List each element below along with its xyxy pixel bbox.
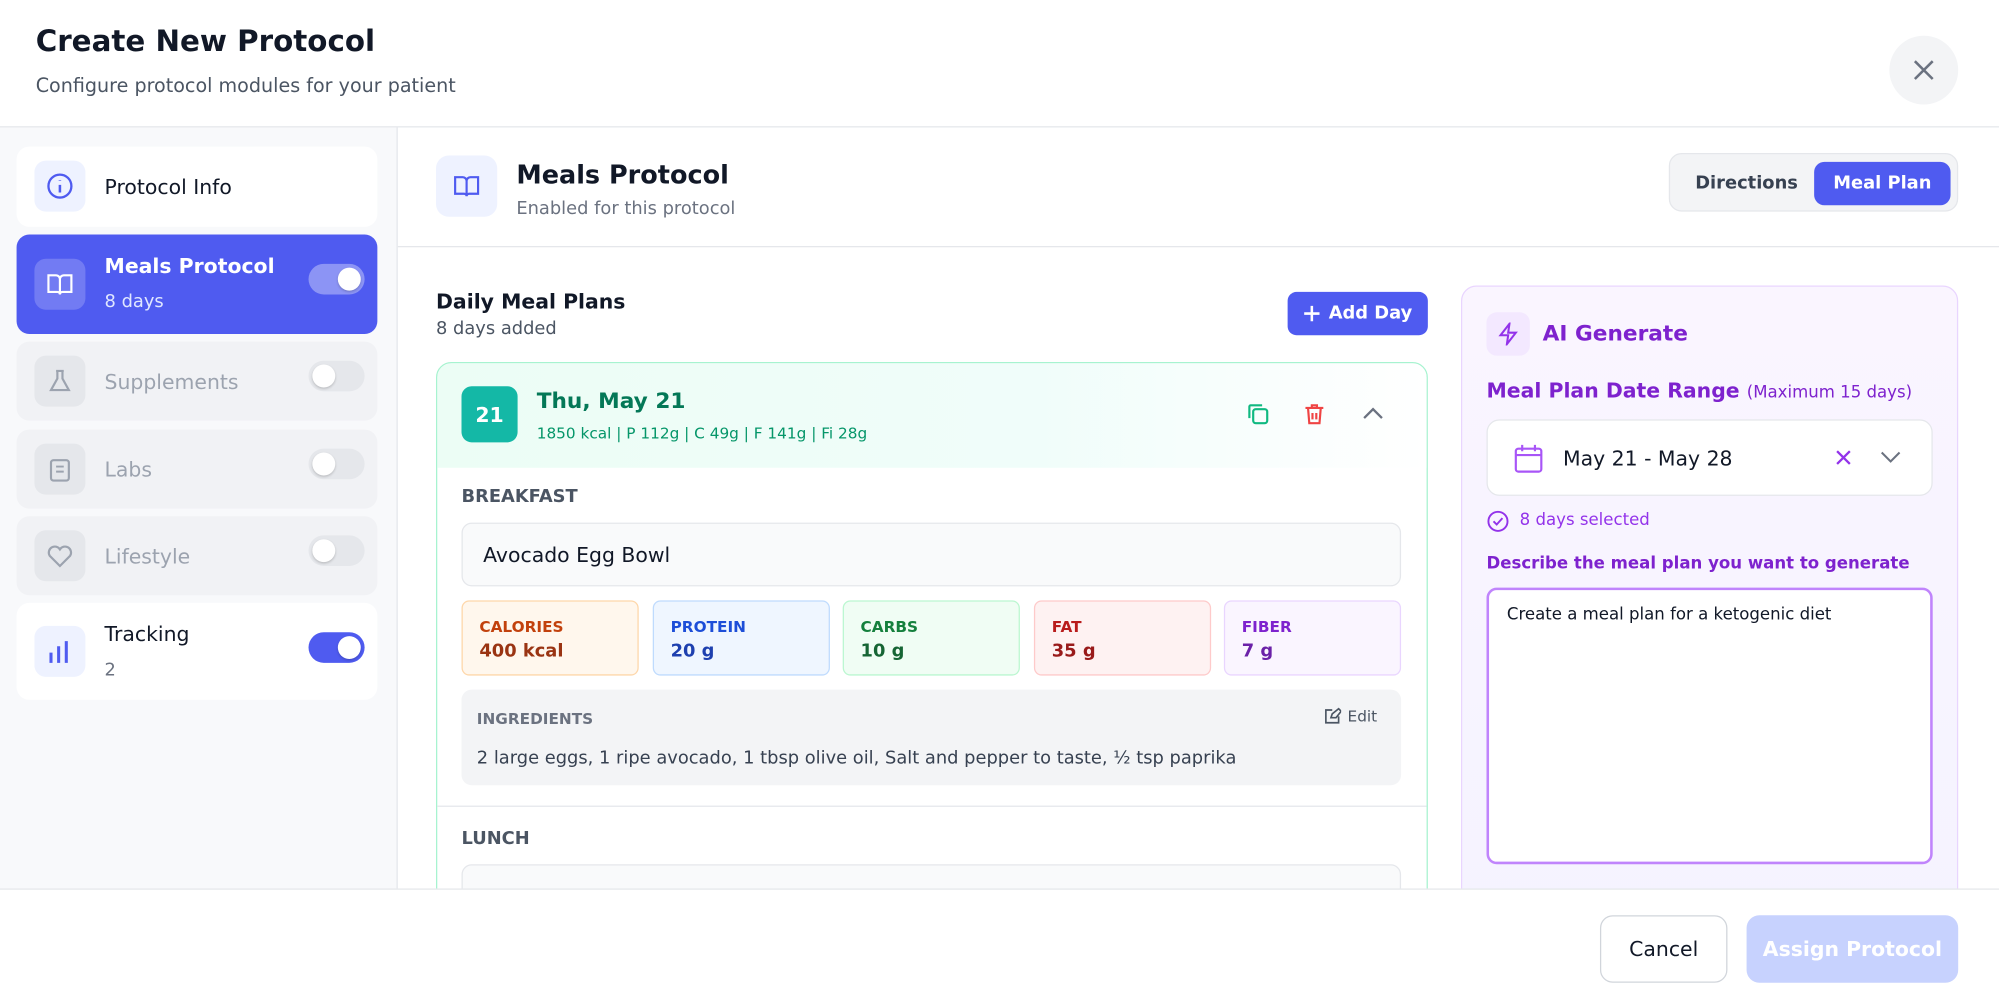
dish-name: Avocado Egg Bowl xyxy=(483,543,671,568)
prompt-text: Create a meal plan for a ketogenic diet xyxy=(1506,605,1832,625)
collapse-button[interactable] xyxy=(1360,402,1385,427)
section-count: 8 days added xyxy=(436,318,557,340)
book-icon xyxy=(34,258,86,310)
close-button[interactable] xyxy=(1889,35,1959,105)
date-range-picker[interactable]: May 21 - May 28 xyxy=(1486,419,1933,496)
sidebar-item[interactable]: Labs xyxy=(16,429,378,509)
sidebar-item[interactable]: Tracking 2 xyxy=(16,602,378,700)
nutrient-value: 400 kcal xyxy=(479,641,564,662)
nutrient-value: 35 g xyxy=(1051,641,1096,662)
date-range: May 21 - May 28 xyxy=(1562,446,1733,471)
heart-icon xyxy=(34,530,86,582)
cancel-button[interactable]: Cancel xyxy=(1599,915,1728,983)
sidebar-item[interactable]: Protocol Info xyxy=(16,146,378,227)
day-summary: 1850 kcal | P 112g | C 49g | F 141g | Fi… xyxy=(536,424,868,443)
item-label: Meals Protocol xyxy=(104,253,275,278)
nutrient-label: CARBS xyxy=(860,618,919,637)
item-label: Tracking xyxy=(104,622,190,647)
item-detail: 8 days xyxy=(104,291,164,313)
nutrient-card: FIBER 7 g xyxy=(1223,600,1402,676)
dish-input[interactable]: Avocado Egg Bowl xyxy=(461,522,1402,587)
nutrient-card: PROTEIN 20 g xyxy=(652,600,830,676)
ingredients-label: INGREDIENTS xyxy=(476,709,594,728)
range-note: (Maximum 15 days) xyxy=(1746,383,1913,403)
edit-button[interactable]: Edit xyxy=(1323,707,1377,725)
nutrient-label: FIBER xyxy=(1241,618,1292,637)
edit-label: Edit xyxy=(1347,707,1378,726)
day-date: Thu, May 21 xyxy=(536,388,686,415)
toggle[interactable] xyxy=(308,263,365,295)
divider xyxy=(397,246,1999,248)
nutrient-value: 20 g xyxy=(670,641,715,662)
module-title: Meals Protocol xyxy=(516,159,729,190)
info-icon xyxy=(34,160,86,212)
ingredients-text: 2 large eggs, 1 ripe avocado, 1 tbsp oli… xyxy=(476,748,1237,769)
delete-button[interactable] xyxy=(1302,402,1327,427)
nutrient-label: FAT xyxy=(1051,618,1082,637)
copy-button[interactable] xyxy=(1246,402,1271,427)
item-label: Supplements xyxy=(104,369,239,394)
flask-icon xyxy=(34,355,86,407)
toggle[interactable] xyxy=(308,448,365,480)
nutrient-value: 10 g xyxy=(860,641,905,662)
calendar-icon xyxy=(1514,444,1543,473)
day-badge: 21 xyxy=(461,386,518,443)
chart-icon xyxy=(34,625,86,677)
meal-name: LUNCH xyxy=(461,828,530,849)
check-icon xyxy=(1487,510,1509,532)
add-day-button[interactable]: Add Day xyxy=(1287,291,1428,336)
item-label: Protocol Info xyxy=(104,174,232,199)
dropdown-arrow[interactable] xyxy=(1879,449,1902,467)
range-label-text: Meal Plan Date Range xyxy=(1486,378,1740,403)
toggle[interactable] xyxy=(308,360,365,392)
nutrient-card: CARBS 10 g xyxy=(842,600,1020,676)
day-header xyxy=(437,363,1427,468)
assign-button[interactable]: Assign Protocol xyxy=(1746,915,1959,983)
item-detail: 2 xyxy=(104,660,116,681)
clear-button[interactable] xyxy=(1835,449,1853,467)
sidebar-item[interactable]: Meals Protocol 8 days xyxy=(16,234,378,334)
toggle[interactable] xyxy=(308,632,365,663)
prompt-textarea[interactable]: Create a meal plan for a ketogenic diet xyxy=(1486,587,1933,865)
nutrient-card: FAT 35 g xyxy=(1033,600,1212,676)
bolt-icon xyxy=(1486,312,1530,356)
days-selected: 8 days selected xyxy=(1519,511,1650,531)
nutrient-card: CALORIES 400 kcal xyxy=(461,600,639,676)
divider xyxy=(0,126,1999,128)
ingredients-box: INGREDIENTS Edit 2 large eggs, 1 ripe av… xyxy=(461,689,1402,786)
close-icon xyxy=(1913,60,1934,80)
tab-bar: Directions Meal Plan xyxy=(1668,152,1959,212)
nutrient-value: 7 g xyxy=(1241,641,1274,662)
button-label: Add Day xyxy=(1328,303,1413,324)
tab[interactable]: Directions xyxy=(1695,173,1798,194)
clipboard-icon xyxy=(34,443,86,495)
prompt-label: Describe the meal plan you want to gener… xyxy=(1486,554,1910,574)
item-label: Labs xyxy=(104,457,152,482)
sidebar-item[interactable]: Supplements xyxy=(16,341,378,421)
range-label: Meal Plan Date Range (Maximum 15 days) xyxy=(1486,379,1912,403)
divider xyxy=(437,805,1427,807)
ai-title: AI Generate xyxy=(1542,321,1688,347)
module-subtitle: Enabled for this protocol xyxy=(516,198,736,220)
meal-name: BREAKFAST xyxy=(461,486,578,508)
tab[interactable]: Meal Plan xyxy=(1814,161,1951,206)
dialog-title: Create New Protocol xyxy=(35,25,376,59)
dialog-subtitle: Configure protocol modules for your pati… xyxy=(35,73,456,97)
toggle[interactable] xyxy=(308,535,365,566)
nutrient-label: PROTEIN xyxy=(670,618,746,637)
item-label: Lifestyle xyxy=(104,544,191,569)
sidebar-item[interactable]: Lifestyle xyxy=(16,516,378,596)
section-title: Daily Meal Plans xyxy=(436,289,626,314)
module-icon xyxy=(436,155,498,217)
nutrient-label: CALORIES xyxy=(479,618,564,637)
